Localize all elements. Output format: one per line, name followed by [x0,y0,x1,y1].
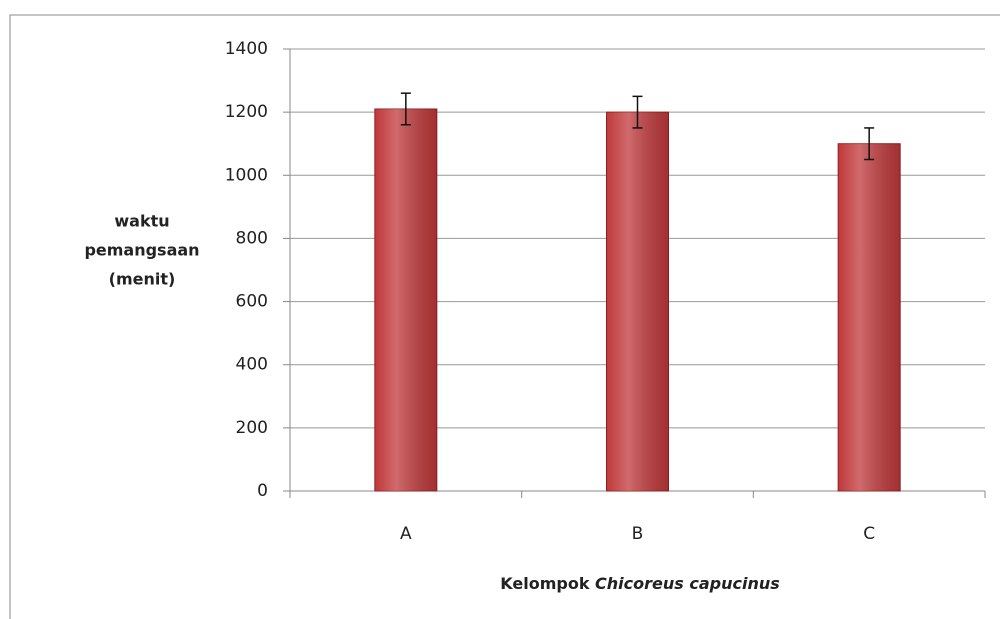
x-tick-label: B [632,524,644,544]
bar-shine [838,143,901,491]
y-tick-label: 1200 [225,102,268,122]
y-tick-label: 400 [236,355,268,375]
y-axis-label: waktu [114,212,169,231]
error-bar [400,92,411,126]
y-axis-label: (menit) [109,270,176,289]
x-axis-label: Kelompok Chicoreus capucinus [500,574,780,593]
y-tick-label: 800 [236,228,268,248]
y-axis-label: pemangsaan [84,241,199,260]
x-axis-label-part: Chicoreus capucinus [595,574,780,593]
x-axis-label-part: Kelompok [500,574,590,593]
y-tick-label: 200 [236,418,268,438]
x-tick-label: A [400,524,412,544]
bar-shine [606,112,669,492]
y-tick-label: 1000 [225,165,268,185]
y-tick-label: 0 [257,481,268,501]
bar-shine [374,108,437,491]
x-tick-label: C [863,524,875,544]
chart-frame [9,14,1000,619]
error-bar [632,95,643,129]
y-tick-label: 600 [236,292,268,312]
y-tick-label: 1400 [225,39,268,59]
error-bar [864,127,875,161]
